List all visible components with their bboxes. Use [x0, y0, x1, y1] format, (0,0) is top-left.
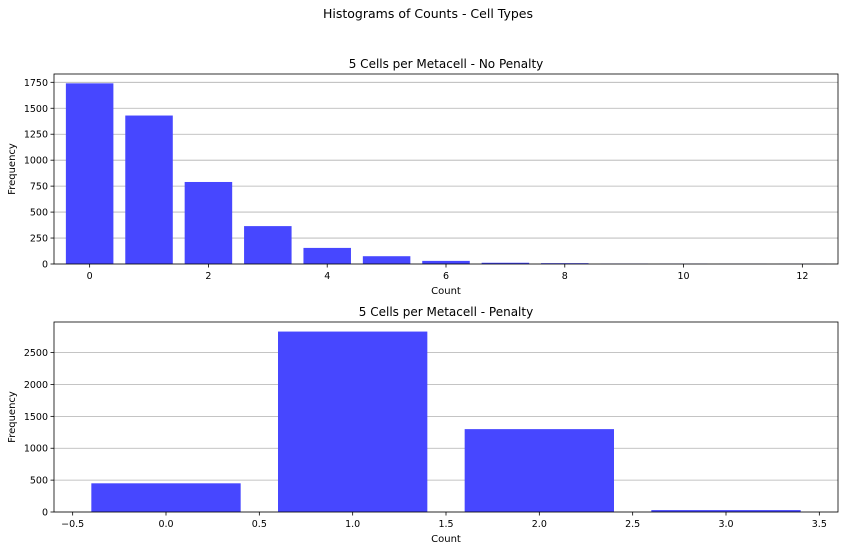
x-axis-label: Count	[431, 286, 461, 297]
x-tick-label: 0	[87, 271, 93, 282]
y-tick-label: 2000	[24, 380, 48, 391]
bar	[244, 226, 292, 264]
chart-title: 5 Cells per Metacell - No Penalty	[349, 57, 544, 71]
bar	[65, 83, 114, 264]
x-tick-label: 10	[678, 271, 690, 282]
bar	[362, 256, 411, 264]
y-tick-label: 2500	[24, 348, 48, 359]
chart-no-penalty: 0 250 500 750 1000 1250 1500 1750 0 2 4 6 8 10 12 5 Cel…	[7, 57, 839, 297]
y-tick-label: 1250	[24, 130, 48, 141]
x-tick-label: 0.5	[252, 519, 267, 530]
y-tick-label: 1500	[24, 412, 48, 423]
x-tick-label: 8	[562, 271, 568, 282]
bar	[481, 262, 530, 264]
bar	[422, 260, 470, 264]
x-tick-label: 12	[796, 271, 808, 282]
bar	[125, 115, 173, 264]
x-axis-label: Count	[431, 534, 461, 545]
bar	[184, 181, 233, 264]
y-tick-label: 1000	[24, 156, 48, 167]
x-tick-label: 1.0	[345, 519, 360, 530]
y-tick-label: 1750	[24, 78, 48, 89]
chart-title: 5 Cells per Metacell - Penalty	[359, 305, 533, 319]
bar	[278, 331, 428, 512]
y-tick-label: 750	[30, 182, 48, 193]
x-tick-label: 2	[205, 271, 211, 282]
figure-suptitle: Histograms of Counts - Cell Types	[323, 6, 533, 21]
chart-penalty: 0 500 1000 1500 2000 2500 −0.5 0.0 0.5 1.0 1.5 2.0 2…	[7, 305, 839, 545]
x-tick-label: 6	[443, 271, 449, 282]
bar	[464, 429, 614, 512]
y-axis-label: Frequency	[7, 143, 18, 195]
y-tick-label: 500	[30, 476, 48, 487]
bar	[541, 263, 589, 264]
x-tick-label: 2.5	[625, 519, 640, 530]
x-tick-label: 4	[324, 271, 330, 282]
x-tick-label: 2.0	[532, 519, 547, 530]
x-tick-label: 3.5	[812, 519, 827, 530]
y-tick-label: 250	[30, 234, 48, 245]
x-tick-label: 3.0	[718, 519, 733, 530]
y-tick-label: 500	[30, 208, 48, 219]
bar	[651, 510, 801, 512]
y-tick-label: 1000	[24, 444, 48, 455]
bar	[91, 483, 241, 512]
y-tick-label: 1500	[24, 104, 48, 115]
x-tick-label: −0.5	[61, 519, 84, 530]
y-tick-label: 0	[42, 508, 48, 519]
y-axis-label: Frequency	[7, 391, 18, 443]
bar	[303, 247, 351, 264]
x-tick-label: 0.0	[158, 519, 173, 530]
x-tick-label: 1.5	[438, 519, 453, 530]
y-tick-label: 0	[42, 260, 48, 271]
